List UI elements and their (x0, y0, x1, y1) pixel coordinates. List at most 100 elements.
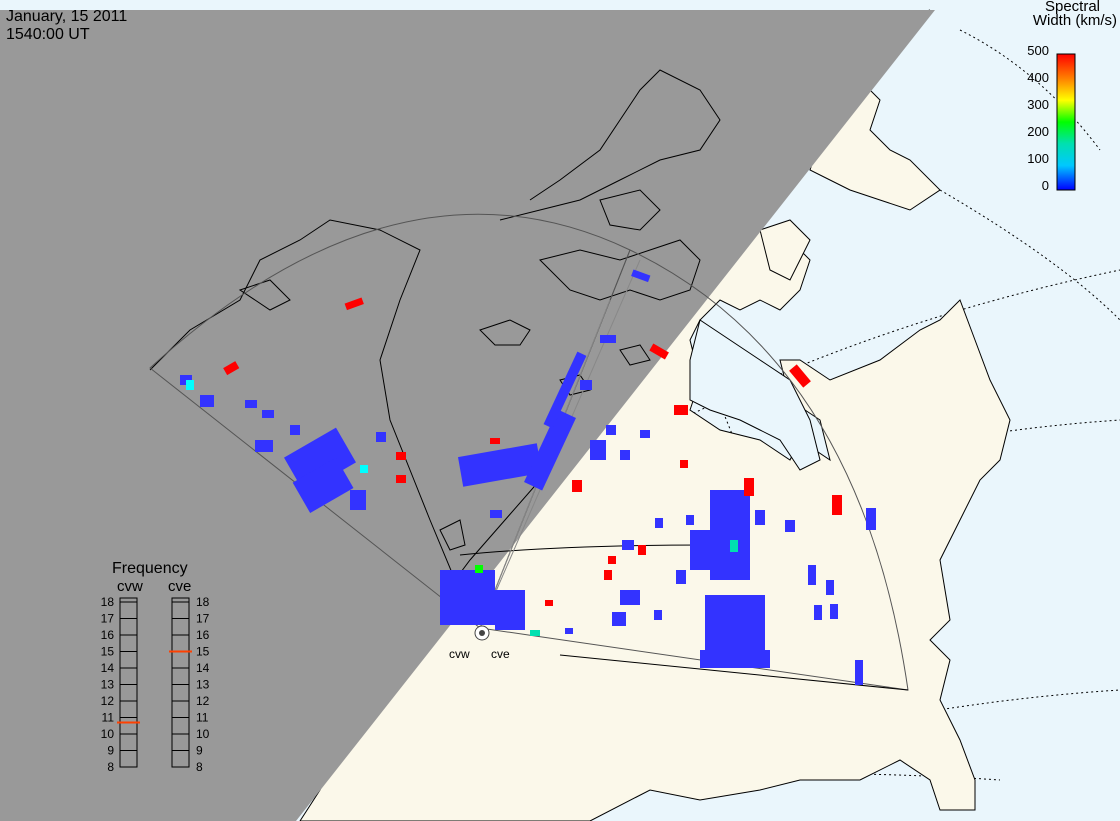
scatter-cell (676, 570, 686, 584)
frequency-tick-cvw: 10 (101, 727, 115, 741)
scatter-cell (674, 405, 688, 415)
frequency-tick-cvw: 9 (107, 744, 114, 758)
scatter-cell (396, 452, 406, 460)
scatter-cell (396, 475, 406, 483)
frequency-column-cvw: cvw (117, 578, 143, 595)
radar-label-cvw: cvw (449, 647, 470, 661)
scatter-cell (604, 570, 612, 580)
scatter-cell (290, 425, 300, 435)
scatter-cell (638, 545, 646, 555)
scatter-cell (830, 604, 838, 619)
scatter-cell (245, 400, 257, 408)
radar-site (474, 625, 490, 641)
frequency-title: Frequency (112, 560, 188, 577)
scatter-cell (649, 343, 669, 360)
scatter-cell (350, 490, 366, 510)
frequency-tick-cve: 13 (196, 678, 210, 692)
frequency-panel: 18 17 16 15 14 13 12 11 10 9 8 18 17 16 15 14 13 12 11 10 9 8 (101, 595, 210, 774)
frequency-tick-cvw: 12 (101, 694, 115, 708)
scatter-cell (710, 490, 750, 580)
hudson-bay (689, 319, 821, 471)
scatter-cell (292, 457, 354, 513)
frequency-tick-cvw: 11 (102, 711, 115, 725)
scatter-cell (344, 297, 364, 311)
scatter-cell (530, 630, 540, 636)
scatter-cell (495, 590, 525, 630)
colorbar-tick-500: 500 (1027, 43, 1049, 58)
colorbar-tick-0: 0 (1042, 178, 1049, 193)
scatter-cell (200, 395, 214, 407)
frequency-tick-cvw: 13 (101, 678, 115, 692)
frequency-column-cve: cve (168, 578, 192, 595)
scatter-cell (545, 600, 553, 606)
scatter-cell (855, 660, 863, 685)
scatter-cell (866, 508, 876, 530)
frequency-tick-cve: 8 (196, 760, 203, 774)
scatter-cell (620, 450, 630, 460)
scatter-cell (524, 409, 576, 491)
scatter-cell (785, 520, 795, 532)
scatter-cell (789, 364, 811, 388)
scatter-cell (631, 269, 651, 283)
radar-fov (149, 213, 909, 691)
scatter-cell (590, 440, 606, 460)
scatter-cell (490, 438, 500, 444)
colorbar-tick-labels: 500 400 300 200 100 0 (1027, 43, 1049, 193)
frequency-tick-cve: 16 (196, 628, 210, 642)
scatter-cell (680, 460, 688, 468)
scatter-cell (655, 518, 663, 528)
scatter-cell (458, 443, 542, 487)
colorbar-tick-300: 300 (1027, 97, 1049, 112)
scatter-cell (744, 478, 754, 496)
scatter-cell (705, 595, 765, 650)
frequency-tick-cve: 11 (196, 711, 209, 725)
scatter-cell (223, 361, 240, 376)
scatter-cell (730, 540, 738, 552)
scatter-cell (440, 570, 495, 625)
colorbar (1056, 53, 1076, 191)
frequency-tick-cve: 12 (196, 694, 210, 708)
frequency-tick-cve: 9 (196, 744, 203, 758)
scatter-cell (262, 410, 274, 418)
backscatter-cells (180, 269, 876, 685)
scatter-cell (654, 610, 662, 620)
scatter-cell (700, 650, 770, 668)
baffin-land (759, 219, 811, 281)
frequency-tick-cvw: 17 (101, 612, 115, 626)
scatter-cell (255, 440, 273, 452)
scatter-cell (690, 530, 710, 570)
scatter-cell (565, 628, 573, 634)
scatter-cell (612, 612, 626, 626)
scatter-cell (543, 351, 587, 429)
scatter-cell (376, 432, 386, 442)
scatter-cell (475, 565, 483, 573)
night-terminator (0, 10, 935, 821)
colorbar-title-line1: Spectral (1044, 0, 1100, 15)
frequency-tick-cvw: 14 (101, 661, 115, 675)
scatter-cell (808, 565, 816, 585)
scatter-cell (622, 540, 634, 550)
frequency-tick-cve: 10 (196, 727, 210, 741)
colorbar-title-line2: Width (km/s) (1032, 12, 1117, 29)
time-label: 1540:00 UT (6, 26, 90, 43)
date-label: January, 15 2011 (6, 8, 128, 25)
scatter-cell (620, 590, 640, 605)
scatter-cell (814, 605, 822, 620)
frequency-tick-cvw: 18 (101, 595, 115, 609)
scatter-cell (572, 480, 582, 492)
frequency-tick-cvw: 8 (107, 760, 114, 774)
scatter-cell (490, 510, 502, 518)
scatter-cell (580, 380, 592, 390)
scatter-cell (600, 335, 616, 343)
scatter-cell (826, 580, 834, 595)
colorbar-tick-400: 400 (1027, 70, 1049, 85)
scatter-cell (606, 425, 616, 435)
scatter-cell (186, 380, 194, 390)
frequency-tick-cvw: 15 (101, 645, 115, 659)
colorbar-tick-100: 100 (1027, 151, 1049, 166)
frequency-tick-cve: 15 (196, 645, 210, 659)
scatter-cell (755, 510, 765, 525)
scatter-cell (640, 430, 650, 438)
